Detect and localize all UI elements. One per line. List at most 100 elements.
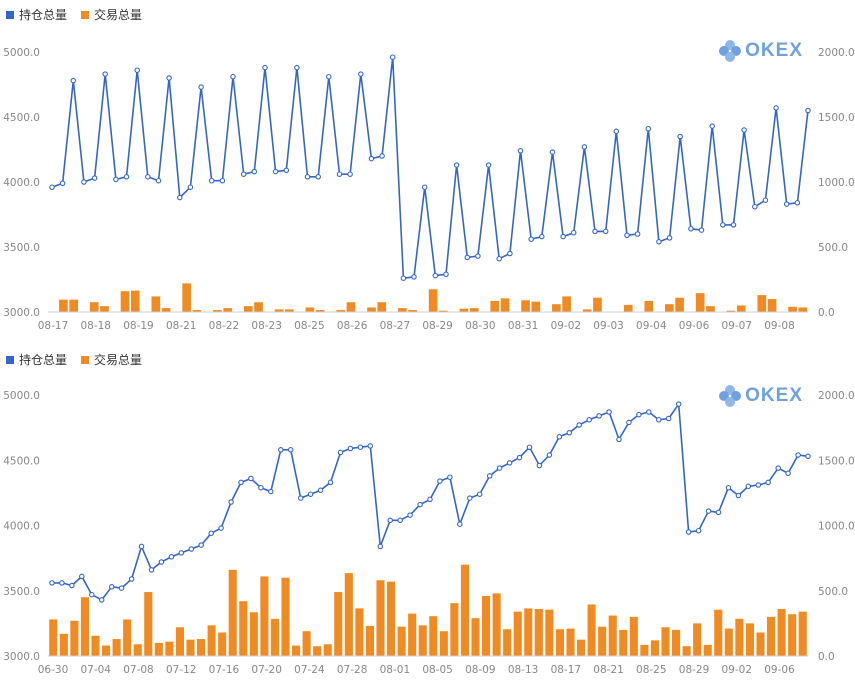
legend-swatch-position — [6, 355, 14, 364]
position-point — [556, 434, 563, 440]
position-point — [248, 475, 254, 482]
legend[interactable]: 持仓总量 交易总量 — [6, 6, 156, 23]
x-tick-label: 08-13 — [508, 664, 539, 676]
position-point — [367, 443, 374, 449]
position-point — [283, 167, 290, 174]
position-point — [688, 226, 694, 232]
chart-svg: 3000.0 3500.0 4000.0 4500.0 5000.0 0.0 500.0 10… — [3, 390, 855, 676]
position-point — [377, 543, 384, 550]
position-point — [546, 452, 553, 458]
volume-bar — [80, 597, 89, 656]
volume-bar — [777, 609, 786, 656]
x-tick-label: 07-24 — [294, 664, 325, 676]
legend-item-volume[interactable]: 交易总量 — [81, 6, 142, 23]
position-point — [326, 73, 332, 80]
volume-bar — [59, 633, 68, 656]
position-point — [656, 239, 662, 245]
position-point — [278, 447, 284, 453]
x-tick-label: 07-08 — [123, 664, 154, 676]
volume-bar — [714, 609, 723, 656]
position-point — [59, 180, 66, 187]
volume-bar — [274, 309, 284, 312]
y-left-tick-label: 3000.0 — [3, 307, 40, 319]
position-point — [795, 452, 801, 458]
volume-bar — [726, 310, 736, 312]
position-point — [705, 508, 712, 514]
volume-bar — [346, 302, 356, 312]
volume-bar — [724, 628, 733, 656]
volume-bar — [521, 300, 530, 312]
volume-bar — [736, 305, 746, 312]
position-point — [240, 171, 247, 177]
volume-bar — [49, 619, 58, 656]
y-left-tick-label: 3500.0 — [3, 586, 40, 598]
position-point — [765, 479, 771, 486]
volume-bar — [545, 609, 554, 656]
position-point — [337, 449, 344, 456]
x-tick-label: 08-05 — [422, 664, 453, 676]
y-left-tick-label: 5000.0 — [3, 47, 40, 59]
volume-bar — [767, 616, 776, 656]
y-right-tick-label: 2000.0 — [818, 390, 855, 402]
position-point — [166, 75, 172, 81]
volume-bar — [593, 297, 602, 312]
position-point — [576, 422, 582, 428]
position-point — [486, 473, 493, 479]
volume-bar — [439, 631, 448, 656]
x-tick-label: 08-30 — [465, 320, 496, 332]
position-point — [79, 573, 85, 580]
position-point — [666, 235, 673, 241]
volume-bar — [469, 308, 479, 312]
x-tick-label: 08-26 — [337, 320, 368, 332]
position-point — [586, 417, 592, 423]
position-point — [596, 413, 602, 419]
legend-item-position[interactable]: 持仓总量 — [6, 351, 67, 368]
legend[interactable]: 持仓总量 交易总量 — [6, 351, 156, 368]
x-tick-label: 09-06 — [679, 320, 710, 332]
volume-bar — [207, 625, 216, 656]
x-tick-label: 08-27 — [380, 320, 411, 332]
volume-bar — [552, 304, 561, 312]
volume-bar — [336, 310, 346, 312]
legend-item-volume[interactable]: 交易总量 — [81, 351, 142, 368]
legend-label-position: 持仓总量 — [19, 8, 68, 22]
volume-bar — [161, 308, 171, 312]
y-left-tick-label: 4000.0 — [3, 177, 40, 189]
volume-bar — [682, 646, 691, 656]
position-point — [178, 550, 185, 556]
volume-bar — [408, 613, 417, 656]
position-point — [616, 436, 622, 443]
legend-item-position[interactable]: 持仓总量 — [6, 6, 67, 23]
chart-panel-1: 持仓总量 交易总量 3000.0 3500.0 4000.0 4500.0 5000.0… — [0, 0, 855, 345]
position-point — [81, 179, 87, 185]
y-left-tick-label: 5000.0 — [3, 390, 40, 402]
position-point — [89, 591, 95, 598]
position-point — [566, 430, 573, 436]
position-point — [447, 474, 453, 480]
volume-bar — [757, 295, 767, 312]
volume-bar — [260, 576, 269, 656]
y-right-tick-label: 1000.0 — [818, 521, 855, 533]
position-point — [168, 554, 175, 560]
volume-bar — [367, 307, 376, 312]
position-point — [218, 525, 224, 531]
position-point — [188, 546, 195, 552]
position-point — [752, 203, 758, 210]
position-point — [735, 492, 742, 499]
x-tick-label: 08-21 — [166, 320, 197, 332]
volume-bar — [186, 639, 195, 656]
chart-svg: 3000.0 3500.0 4000.0 4500.0 5000.0 0.0 500.0 10… — [3, 47, 855, 332]
position-point — [358, 71, 364, 77]
volume-bar — [89, 302, 99, 312]
position-point — [636, 411, 642, 418]
volume-bar — [577, 639, 586, 656]
volume-bar — [377, 302, 387, 312]
position-point — [327, 479, 334, 486]
position-point — [134, 67, 140, 73]
position-point — [297, 495, 304, 501]
position-point — [467, 495, 473, 501]
position-point — [785, 470, 791, 477]
position-point — [70, 77, 77, 84]
position-point — [113, 176, 119, 183]
volume-bar — [418, 625, 427, 656]
